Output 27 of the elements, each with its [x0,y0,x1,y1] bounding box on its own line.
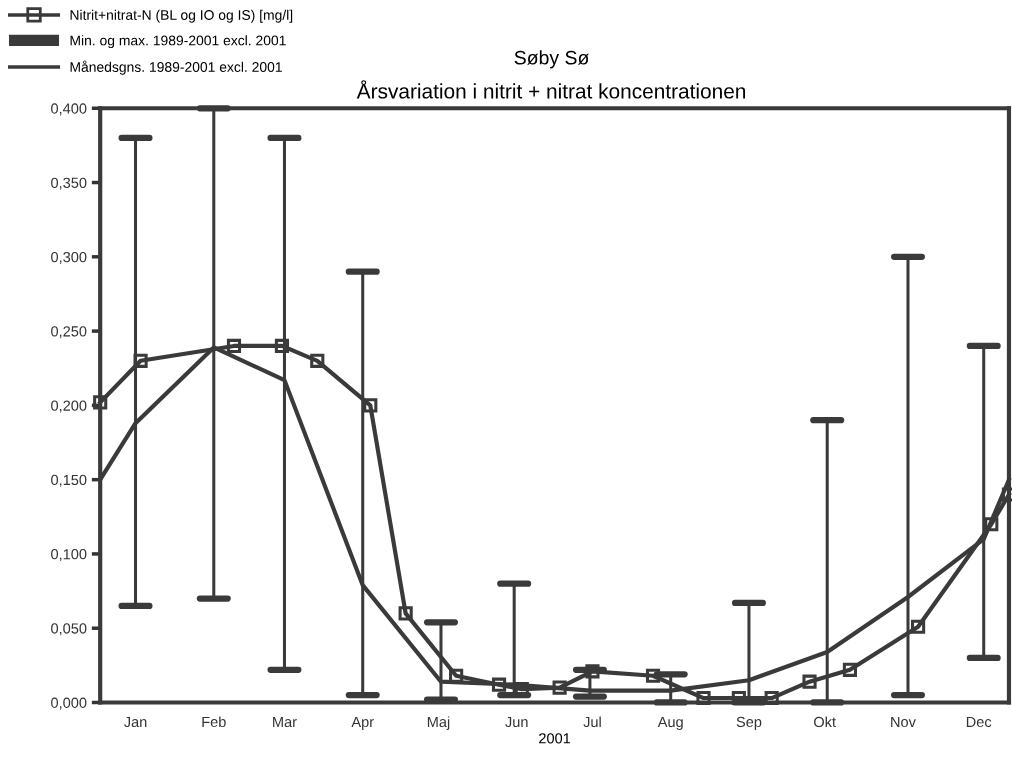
x-tick-label: Dec [966,716,992,728]
x-axis-title: 2001 [539,733,571,744]
y-tick-label: 0,250 [51,326,87,339]
x-tick-label: Nov [891,716,916,728]
legend-label: Månedsgns. 1989-2001 excl. 2001 [70,60,282,75]
chart-subtitle: Årsvariation i nitrit + nitrat koncentrationen [356,80,746,99]
x-tick-label: Jul [583,716,601,728]
x-tick-label: Sep [736,716,762,730]
y-tick-label: 0,150 [51,474,87,487]
legend-label: Min. og max. 1989-2001 excl. 2001 [70,35,286,49]
y-tick-label: 0,350 [51,177,87,190]
y-tick-label: 0,300 [51,251,87,264]
x-tick-label: Aug [657,716,683,730]
x-tick-label: Jan [124,716,147,728]
legend-label: Nitrit+nitrat-N (BL og IO og IS) [mg/l] [70,9,293,23]
x-tick-label: Feb [202,716,226,728]
x-tick-label: Mar [273,716,297,728]
x-tick-label: Apr [351,716,374,730]
y-tick-label: 0,200 [51,400,87,413]
y-tick-label: 0,400 [51,103,87,116]
y-tick-label: 0,000 [51,697,87,710]
x-tick-label: Jun [505,716,528,728]
x-tick-label: Maj [427,716,450,730]
y-tick-label: 0,050 [51,623,87,636]
chart-title: Søby Sø [514,50,589,69]
y-tick-label: 0,100 [51,549,87,562]
x-tick-label: Okt [814,716,836,728]
